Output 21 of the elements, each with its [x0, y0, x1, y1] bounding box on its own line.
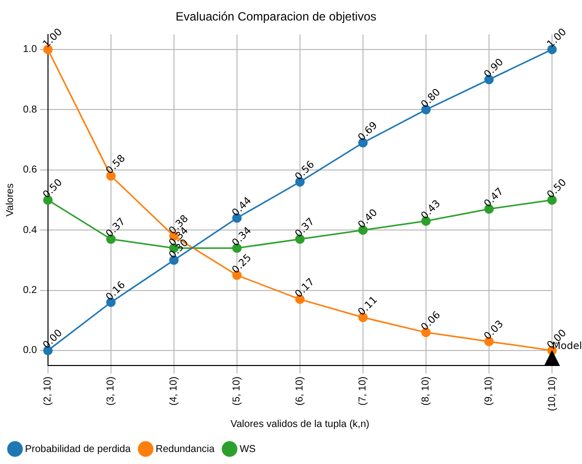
y-tick-label: 0.4 [22, 224, 38, 236]
x-tick-label: (2, 10) [42, 376, 54, 406]
x-tick-label: (10, 10) [546, 376, 558, 412]
x-axis-title: Valores validos de la tupla (k,n) [230, 418, 370, 430]
y-tick-label: 0.6 [22, 164, 38, 176]
y-tick-label: 0.2 [22, 285, 38, 296]
y-tick-label: 1.0 [22, 44, 38, 56]
legend-label: Probabilidad de perdida [25, 444, 132, 455]
x-tick-label: (4, 10) [168, 376, 180, 406]
x-tick-label: (5, 10) [232, 376, 243, 406]
legend-label: Redundancia [156, 444, 216, 455]
x-tick-label: (7, 10) [358, 376, 369, 406]
chart-title: Evaluación Comparacion de objetivos [176, 10, 376, 24]
y-tick-label: 0.0 [22, 345, 38, 356]
x-tick-label: (8, 10) [420, 376, 432, 406]
x-tick-label: (9, 10) [484, 376, 495, 406]
x-tick-label: (6, 10) [294, 376, 306, 406]
y-tick-label: 0.8 [22, 104, 38, 116]
y-axis-title: Valores [4, 183, 16, 217]
x-tick-label: (3, 10) [106, 376, 117, 406]
legend-label: WS [240, 444, 256, 455]
